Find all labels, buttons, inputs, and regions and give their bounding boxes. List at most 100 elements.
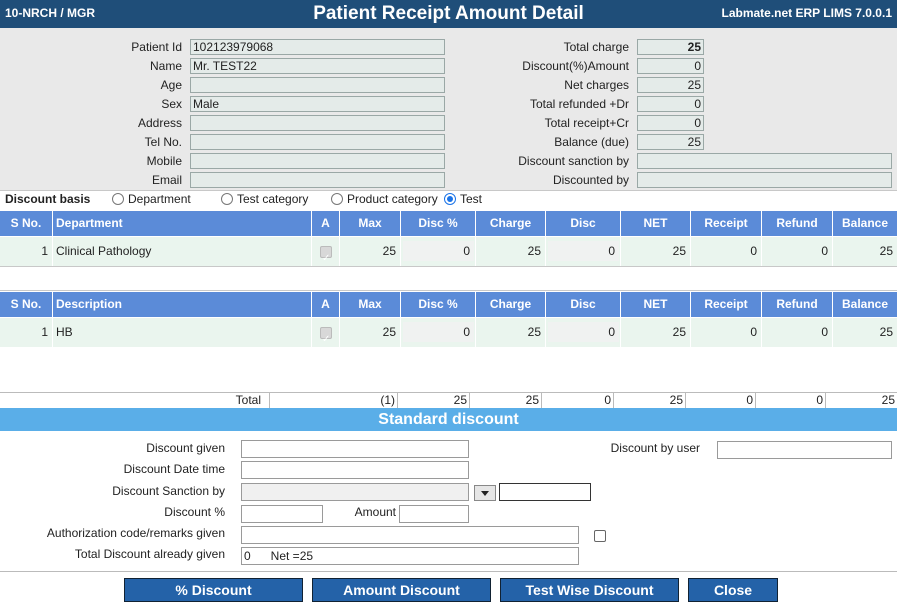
col-disc[interactable]: Disc bbox=[546, 292, 621, 317]
total-disc-pct: 25 bbox=[470, 393, 542, 408]
test-wise-discount-button[interactable]: Test Wise Discount bbox=[500, 578, 679, 602]
chevron-down-icon[interactable] bbox=[474, 485, 496, 501]
discounted-by-field[interactable] bbox=[637, 172, 892, 188]
radio-test-label: Test bbox=[460, 192, 483, 206]
radio-test-category-label: Test category bbox=[237, 192, 309, 206]
table-row[interactable]: 1 HB 25 0 25 0 25 0 0 25 bbox=[0, 318, 897, 354]
radio-test-category[interactable] bbox=[221, 193, 233, 205]
net-charges-field[interactable]: 25 bbox=[637, 77, 704, 93]
test-grid-header: S No. Description A Max Disc % Charge Di… bbox=[0, 292, 897, 317]
name-field[interactable]: Mr. TEST22 bbox=[190, 58, 445, 74]
col-department[interactable]: Department bbox=[53, 211, 312, 236]
col-sno[interactable]: S No. bbox=[0, 292, 53, 317]
col-charge[interactable]: Charge bbox=[476, 211, 546, 236]
discount-sanction-by-field[interactable] bbox=[637, 153, 892, 169]
row-max: 25 bbox=[340, 237, 401, 266]
radio-product-category-label: Product category bbox=[347, 192, 438, 206]
action-bar: % Discount Amount Discount Test Wise Dis… bbox=[0, 571, 897, 608]
discount-datetime-field[interactable] bbox=[241, 461, 469, 479]
row-net: 25 bbox=[621, 318, 691, 347]
col-refund[interactable]: Refund bbox=[762, 211, 833, 236]
balance-due-field[interactable]: 25 bbox=[637, 134, 704, 150]
row-active-cell bbox=[312, 237, 340, 273]
col-net[interactable]: NET bbox=[621, 211, 691, 236]
col-balance[interactable]: Balance bbox=[841, 297, 889, 311]
discount-by-user-label: Discount by user bbox=[610, 441, 700, 455]
discount-given-field[interactable] bbox=[241, 440, 469, 458]
col-a[interactable]: A bbox=[312, 292, 340, 317]
row-active-checkbox[interactable] bbox=[320, 325, 332, 354]
radio-department-label: Department bbox=[128, 192, 191, 206]
col-max[interactable]: Max bbox=[340, 292, 401, 317]
row-active-cell bbox=[312, 318, 340, 354]
total-charge: 0 bbox=[542, 393, 614, 408]
discount-percent-field[interactable] bbox=[241, 505, 323, 523]
row-sno: 1 bbox=[0, 318, 53, 347]
mobile-field[interactable] bbox=[190, 153, 445, 169]
discount-given-label: Discount given bbox=[146, 441, 225, 455]
discounted-by-label: Discounted by bbox=[552, 173, 629, 187]
standard-discount-header: Standard discount bbox=[0, 408, 897, 431]
amount-field[interactable] bbox=[399, 505, 469, 523]
age-field[interactable] bbox=[190, 77, 445, 93]
percent-discount-button[interactable]: % Discount bbox=[124, 578, 303, 602]
patient-info-panel: Patient Id Name Age Sex Address Tel No. … bbox=[0, 28, 897, 191]
discount-by-user-field[interactable] bbox=[717, 441, 892, 459]
row-disc-pct-input[interactable]: 0 bbox=[403, 241, 474, 261]
department-grid-header: S No. Department A Max Disc % Charge Dis… bbox=[0, 211, 897, 236]
address-label: Address bbox=[137, 116, 182, 130]
row-disc-pct-cell: 0 bbox=[401, 318, 476, 347]
discount-amount-field[interactable]: 0 bbox=[637, 58, 704, 74]
total-receipt-field[interactable]: 0 bbox=[637, 115, 704, 131]
tel-field[interactable] bbox=[190, 134, 445, 150]
radio-product-category[interactable] bbox=[331, 193, 343, 205]
row-description: HB bbox=[53, 318, 312, 347]
patient-id-field[interactable]: 102123979068 bbox=[190, 39, 445, 55]
amount-discount-button[interactable]: Amount Discount bbox=[312, 578, 491, 602]
discount-already-given-label: Total Discount already given bbox=[74, 547, 225, 561]
row-receipt: 0 bbox=[691, 318, 762, 347]
col-a[interactable]: A bbox=[312, 211, 340, 236]
discount-percent-label: Discount % bbox=[164, 505, 225, 519]
col-net[interactable]: NET bbox=[621, 292, 691, 317]
sex-label: Sex bbox=[161, 97, 182, 111]
row-net: 25 bbox=[621, 237, 691, 266]
col-disc-pct[interactable]: Disc % bbox=[401, 211, 476, 236]
page-title: Patient Receipt Amount Detail bbox=[313, 3, 584, 24]
close-button[interactable]: Close bbox=[688, 578, 778, 602]
col-receipt[interactable]: Receipt bbox=[691, 292, 762, 317]
authorization-checkbox[interactable] bbox=[594, 530, 606, 542]
total-count: (1) bbox=[270, 393, 398, 408]
amount-label: Amount bbox=[354, 505, 396, 519]
address-field[interactable] bbox=[190, 115, 445, 131]
row-disc-pct-input[interactable]: 0 bbox=[403, 322, 474, 342]
col-max[interactable]: Max bbox=[340, 211, 401, 236]
discount-sanction-select[interactable] bbox=[241, 483, 469, 501]
col-description[interactable]: Description bbox=[53, 292, 312, 317]
table-row[interactable]: 1 Clinical Pathology 25 0 25 0 25 0 0 25 bbox=[0, 237, 897, 273]
balance-due-label: Balance (due) bbox=[554, 135, 629, 149]
col-disc-pct[interactable]: Disc % bbox=[401, 292, 476, 317]
radio-test[interactable] bbox=[444, 193, 456, 205]
total-charge-field[interactable]: 25 bbox=[637, 39, 704, 55]
authorization-field[interactable] bbox=[241, 526, 579, 544]
discount-datetime-label: Discount Date time bbox=[123, 462, 225, 476]
discount-already-given-field[interactable]: 0 Net =25 bbox=[241, 547, 579, 565]
col-receipt[interactable]: Receipt bbox=[691, 211, 762, 236]
row-disc-input[interactable]: 0 bbox=[548, 322, 619, 342]
row-disc-cell: 0 bbox=[546, 237, 621, 266]
radio-department[interactable] bbox=[112, 193, 124, 205]
col-refund[interactable]: Refund bbox=[762, 292, 833, 317]
sanction-code-field[interactable] bbox=[499, 483, 591, 501]
total-refunded-field[interactable]: 0 bbox=[637, 96, 704, 112]
col-balance[interactable]: Balance bbox=[841, 216, 889, 230]
col-disc[interactable]: Disc bbox=[546, 211, 621, 236]
total-max: 25 bbox=[398, 393, 470, 408]
row-disc-input[interactable]: 0 bbox=[548, 241, 619, 261]
sex-field[interactable]: Male bbox=[190, 96, 445, 112]
row-active-checkbox[interactable] bbox=[320, 244, 332, 273]
col-sno[interactable]: S No. bbox=[0, 211, 53, 236]
email-field[interactable] bbox=[190, 172, 445, 188]
col-charge[interactable]: Charge bbox=[476, 292, 546, 317]
total-receipt: 0 bbox=[756, 393, 826, 408]
